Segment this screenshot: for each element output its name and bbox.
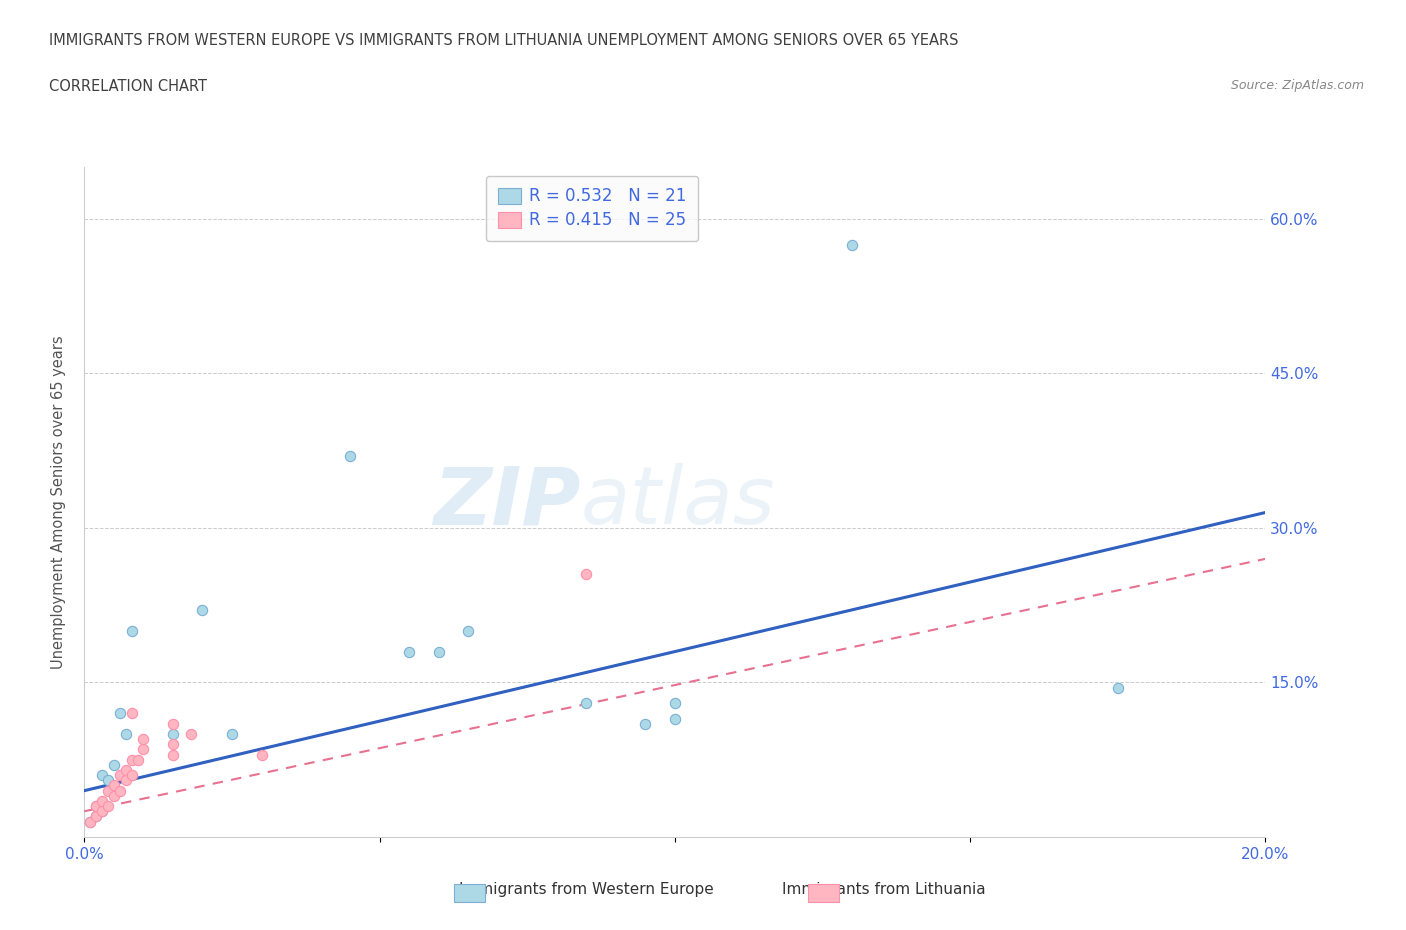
Point <box>84 799 107 814</box>
Text: IMMIGRANTS FROM WESTERN EUROPE VS IMMIGRANTS FROM LITHUANIA UNEMPLOYMENT AMONG S: IMMIGRANTS FROM WESTERN EUROPE VS IMMIGR… <box>49 33 959 47</box>
Point <box>634 716 657 731</box>
Point <box>398 644 420 659</box>
Point <box>457 623 479 638</box>
Point <box>108 706 131 721</box>
Text: CORRELATION CHART: CORRELATION CHART <box>49 79 207 94</box>
Point <box>91 804 114 818</box>
Point <box>97 783 120 798</box>
Point <box>91 793 114 808</box>
Text: ZIP: ZIP <box>433 463 581 541</box>
Y-axis label: Unemployment Among Seniors over 65 years: Unemployment Among Seniors over 65 years <box>51 336 66 669</box>
Point <box>127 752 149 767</box>
Point <box>664 711 686 726</box>
Point <box>114 763 136 777</box>
Point <box>250 747 273 762</box>
Point <box>162 737 184 751</box>
Point <box>121 706 143 721</box>
Point <box>121 623 143 638</box>
Point <box>121 768 143 783</box>
Point <box>1107 680 1129 695</box>
Point <box>84 809 107 824</box>
Point <box>84 799 107 814</box>
Point <box>84 809 107 824</box>
Point <box>841 237 863 252</box>
Text: atlas: atlas <box>581 463 775 541</box>
Point <box>162 747 184 762</box>
Point <box>103 789 125 804</box>
Legend: R = 0.532   N = 21, R = 0.415   N = 25: R = 0.532 N = 21, R = 0.415 N = 25 <box>486 176 699 241</box>
Point <box>162 726 184 741</box>
Point <box>575 696 598 711</box>
Point <box>79 814 101 829</box>
Point <box>339 448 361 463</box>
Point <box>97 773 120 788</box>
Point <box>108 768 131 783</box>
Point <box>221 726 243 741</box>
Point <box>180 726 202 741</box>
Point <box>91 768 114 783</box>
Text: Source: ZipAtlas.com: Source: ZipAtlas.com <box>1230 79 1364 92</box>
Text: Immigrants from Western Europe              Immigrants from Lithuania: Immigrants from Western Europe Immigrant… <box>420 882 986 897</box>
Point <box>191 603 214 618</box>
Point <box>91 804 114 818</box>
Point <box>121 752 143 767</box>
Point <box>132 742 155 757</box>
Point <box>103 778 125 793</box>
Point <box>132 732 155 747</box>
Point <box>575 567 598 582</box>
Point <box>664 696 686 711</box>
Point <box>427 644 450 659</box>
Point <box>114 726 136 741</box>
Point <box>108 783 131 798</box>
Point <box>97 799 120 814</box>
Point <box>114 773 136 788</box>
Point <box>162 716 184 731</box>
Point <box>79 814 101 829</box>
Point <box>103 757 125 772</box>
